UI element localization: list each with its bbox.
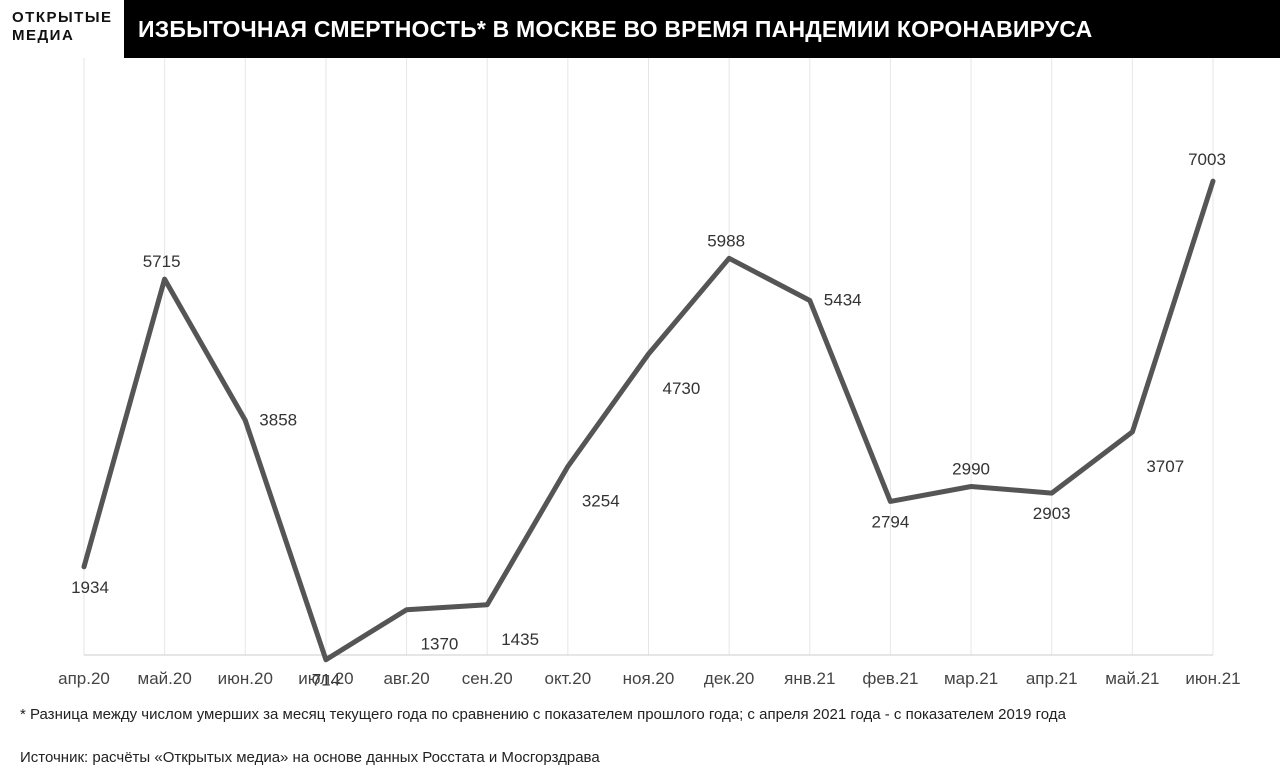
x-tick-labels: апр.20 май.20 июн.20 июл.20 авг.20 сен.20 окт.…: [58, 669, 1241, 688]
x-tick-label: авг.20: [383, 669, 429, 688]
x-tick-label: янв.21: [784, 669, 835, 688]
x-tick-label: июн.20: [218, 669, 273, 688]
brand-logo: ОТКРЫТЫЕ МЕДИА: [0, 0, 124, 58]
data-label: 3707: [1146, 457, 1184, 476]
x-tick-label: апр.21: [1026, 669, 1078, 688]
x-tick-label: фев.21: [862, 669, 918, 688]
data-label: 714: [312, 671, 340, 690]
grid-lines: [83, 58, 1214, 655]
x-tick-label: мар.21: [944, 669, 998, 688]
data-label: 3858: [259, 410, 297, 429]
data-label: 3254: [582, 491, 620, 510]
series-line-layer: [81, 178, 1216, 663]
x-tick-label: май.21: [1105, 669, 1159, 688]
x-tick-label: окт.20: [545, 669, 592, 688]
data-label: 2990: [952, 459, 990, 478]
series-line: [81, 178, 1216, 663]
data-label: 5715: [143, 252, 181, 271]
data-label: 4730: [663, 379, 701, 398]
footnote: * Разница между числом умерших за месяц …: [20, 706, 1066, 723]
data-label: 1370: [421, 635, 459, 654]
data-label: 2794: [872, 512, 910, 531]
title-bar: ИЗБЫТОЧНАЯ СМЕРТНОСТЬ* В МОСКВЕ ВО ВРЕМЯ…: [124, 0, 1280, 58]
x-tick-label: ноя.20: [623, 669, 675, 688]
x-tick-label: май.20: [138, 669, 192, 688]
logo-line-1: ОТКРЫТЫЕ: [12, 9, 113, 26]
data-label: 1934: [71, 578, 109, 597]
data-labels: 1934 5715 3858 714 1370 1435 3254 4730 5988 5434 2…: [71, 150, 1226, 690]
data-label: 1435: [501, 630, 539, 649]
data-label: 2903: [1033, 504, 1071, 523]
x-tick-label: июн.21: [1185, 669, 1240, 688]
x-tick-label: сен.20: [462, 669, 513, 688]
chart-canvas: 1934 5715 3858 714 1370 1435 3254 4730 5988 5434 2…: [58, 58, 1241, 690]
data-label: 7003: [1188, 150, 1226, 169]
logo-line-2: МЕДИА: [12, 27, 75, 44]
chart-title: ИЗБЫТОЧНАЯ СМЕРТНОСТЬ* В МОСКВЕ ВО ВРЕМЯ…: [138, 15, 1093, 42]
source-note: Источник: расчёты «Открытых медиа» на ос…: [20, 749, 600, 766]
x-tick-label: апр.20: [58, 669, 110, 688]
data-label: 5988: [707, 231, 745, 250]
x-tick-label: июл.20: [298, 669, 353, 688]
x-tick-label: дек.20: [704, 669, 754, 688]
line-chart: 1934 5715 3858 714 1370 1435 3254 4730 5988 5434 2…: [0, 58, 1280, 698]
data-label: 5434: [824, 290, 862, 309]
header: ОТКРЫТЫЕ МЕДИА ИЗБЫТОЧНАЯ СМЕРТНОСТЬ* В …: [0, 0, 1280, 58]
